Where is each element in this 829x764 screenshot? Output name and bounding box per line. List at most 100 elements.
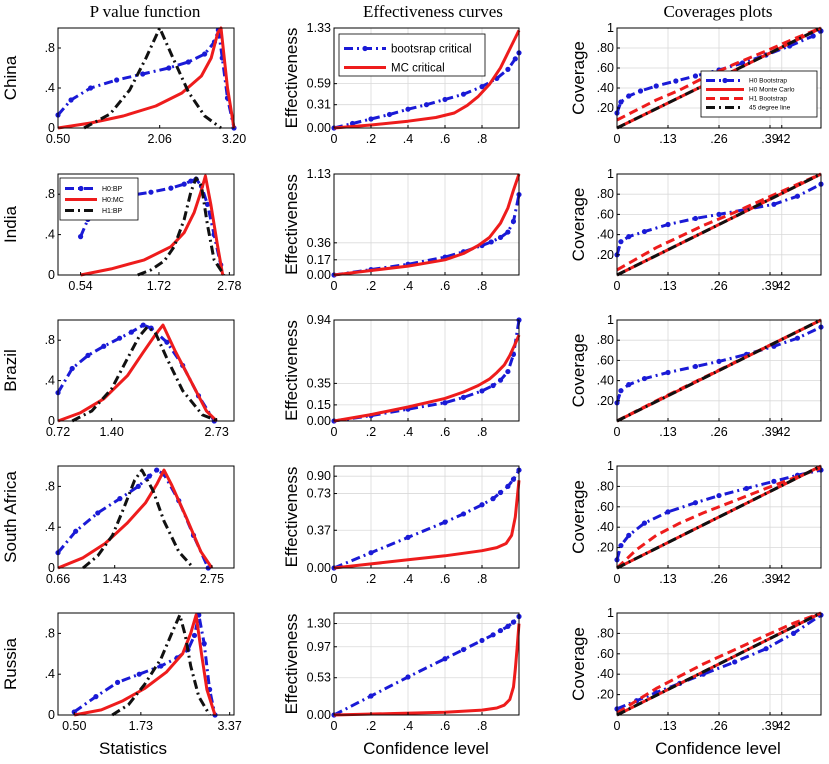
x-tick-label: .2 xyxy=(366,279,376,293)
plot-area xyxy=(58,28,234,128)
axes-frame xyxy=(57,612,235,716)
data-point xyxy=(497,234,504,241)
data-point xyxy=(488,239,494,245)
panel-pvalue-india: 0.54 1.72 2.78 0 .4 .8 India H0:BP H0:MC H1:BP xyxy=(1,173,242,293)
series-line-h0-mc xyxy=(57,468,214,570)
data-point xyxy=(117,496,123,502)
axes-frame xyxy=(57,319,235,422)
y-tick-label: .8 xyxy=(45,187,55,201)
data-point xyxy=(154,467,160,473)
series-line-45-degree-line xyxy=(616,611,822,717)
data-point xyxy=(505,66,511,72)
y-tick-label: 0.00 xyxy=(307,561,331,575)
series-line-mc-critical xyxy=(333,173,521,277)
legend: H0 Bootstrap H0 Monte Carlo H1 Bootstrap 45… xyxy=(700,70,818,118)
data-point xyxy=(641,375,648,382)
data-point xyxy=(626,382,632,388)
legend-label: MC critical xyxy=(391,62,445,74)
y-tick-label: 0.59 xyxy=(307,77,331,91)
series-line-h1-bp xyxy=(71,325,219,423)
y-tick-label: .8 xyxy=(45,333,55,347)
data-point xyxy=(114,77,120,83)
x-tick-label: 0 xyxy=(331,425,338,439)
data-point xyxy=(692,363,699,370)
data-point xyxy=(653,83,659,89)
data-point xyxy=(204,201,211,207)
y-tick-label: 0.37 xyxy=(307,523,331,537)
y-tick-label: 0.36 xyxy=(307,236,331,250)
data-point xyxy=(618,99,624,105)
x-tick-label: .4 xyxy=(403,132,413,146)
data-point xyxy=(442,400,448,406)
axes-frame xyxy=(333,319,520,422)
y-tick-label: .60 xyxy=(597,61,614,75)
y-tick-label: .20 xyxy=(597,248,614,262)
data-point xyxy=(618,388,624,394)
series-line-mc-critical xyxy=(333,29,521,130)
data-point xyxy=(146,473,152,479)
y-tick-label: 0.17 xyxy=(307,253,331,267)
data-point xyxy=(181,181,187,187)
series-line-45-degree-line xyxy=(616,464,822,570)
data-point xyxy=(188,178,194,184)
data-point xyxy=(166,65,172,71)
x-tick-label: 0.72 xyxy=(46,425,70,439)
y-tick-label: .40 xyxy=(597,667,614,681)
plot-area xyxy=(334,320,519,421)
y-tick-label: 0.53 xyxy=(307,671,331,685)
x-tick-label: .26 xyxy=(710,425,727,439)
panel-eff-india: 0 .2 .4 .6 .8 0.000.17 0.36 1.13 Effectiveness xyxy=(282,167,522,293)
data-point xyxy=(665,221,671,228)
series-line-h1-bp xyxy=(83,26,222,130)
x-tick-label: 3.20 xyxy=(222,132,246,146)
axes-frame xyxy=(333,27,520,129)
y-tick-label: 0 xyxy=(48,121,55,135)
axes-frame xyxy=(57,27,235,129)
data-point xyxy=(505,368,511,375)
x-tick-label: .2 xyxy=(366,719,376,733)
series-line-h0-mc xyxy=(80,174,225,277)
y-tick-label: 0.73 xyxy=(307,487,331,501)
x-tick-label: 0 xyxy=(331,132,338,146)
y-tick-label: .40 xyxy=(597,374,614,388)
y-tick-label: .80 xyxy=(597,479,614,493)
axes-frame xyxy=(333,612,520,716)
country-label: South Africa xyxy=(1,471,20,563)
col-title-coverage: Coverages plots xyxy=(663,2,772,21)
series-line-h1-bootstrap xyxy=(616,611,822,715)
x-tick-label: 1.43 xyxy=(103,572,127,586)
data-point xyxy=(771,201,777,207)
x-tick-label: 3.37 xyxy=(217,719,241,733)
data-point xyxy=(87,85,94,91)
xlabel-statistics: Statistics xyxy=(99,739,167,758)
y-tick-label: .4 xyxy=(45,81,55,95)
country-label: India xyxy=(1,206,20,243)
x-tick-label: 2.73 xyxy=(204,425,228,439)
panel-grid: 0.50 2.06 3.200.4.8China0.2.4.6.80.000.310… xyxy=(1,21,824,733)
data-point xyxy=(510,218,517,224)
plot-area xyxy=(58,320,234,421)
data-point xyxy=(442,656,448,662)
x-tick-label: .8 xyxy=(477,572,487,586)
legend-marker xyxy=(78,185,84,192)
ylabel-effectiveness: Effectiveness xyxy=(282,614,301,715)
col-title-effectiveness: Effectiveness curves xyxy=(363,2,503,21)
series-line-h1-bp xyxy=(82,468,195,570)
y-tick-label: .20 xyxy=(597,394,614,408)
x-tick-label: .4 xyxy=(403,719,413,733)
y-tick-label: .4 xyxy=(45,374,55,388)
data-point xyxy=(626,532,632,538)
data-point xyxy=(191,632,198,639)
x-tick-label: .6 xyxy=(440,132,450,146)
y-tick-label: 1 xyxy=(607,167,614,181)
panel-pvalue-south-africa: 0.66 1.43 2.75 0 .4 .8 South Africa xyxy=(1,465,235,586)
y-tick-label: 0 xyxy=(48,561,55,575)
x-tick-label: .6 xyxy=(440,719,450,733)
x-tick-label: .4 xyxy=(403,425,413,439)
x-tick-label: .39 xyxy=(761,719,778,733)
data-point xyxy=(479,502,485,508)
x-tick-label: .6 xyxy=(440,425,450,439)
y-tick-label: 0.97 xyxy=(307,640,331,654)
series-line-h0-mc xyxy=(57,26,236,130)
